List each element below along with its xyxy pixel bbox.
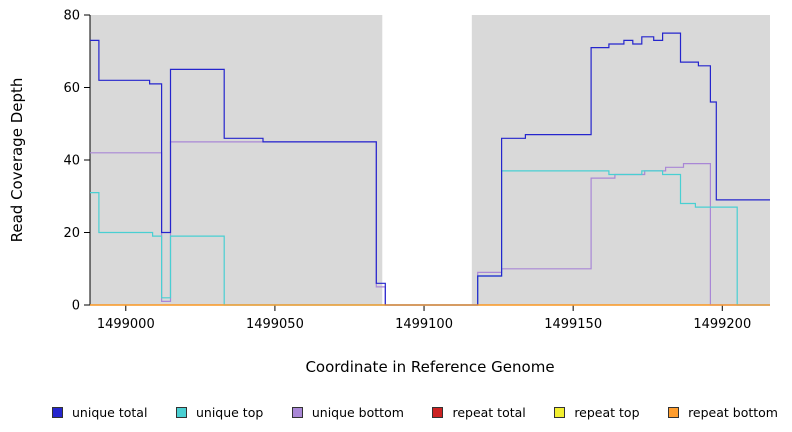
y-tick-label: 80 [63, 9, 80, 24]
legend-swatch-icon [668, 406, 680, 418]
series-unique-bottom [90, 141, 770, 306]
legend-item-unique-bottom: unique bottom [291, 404, 404, 420]
legend-swatch-icon [175, 406, 187, 418]
legend-label: unique total [72, 404, 148, 420]
x-axis-title: Coordinate in Reference Genome [305, 358, 554, 376]
y-tick-label: 40 [63, 154, 80, 169]
x-tick-label: 1499000 [97, 317, 155, 332]
y-tick-label: 0 [72, 299, 80, 314]
y-tick-label: 20 [63, 226, 80, 241]
legend-label: repeat bottom [688, 404, 778, 420]
legend: unique total unique top unique bottom repea… [0, 399, 792, 425]
legend-label: repeat top [574, 404, 640, 420]
legend-item-unique-top: unique top [175, 404, 264, 420]
legend-label: unique bottom [311, 404, 404, 420]
x-tick-label: 1499150 [544, 317, 602, 332]
x-tick-label: 1499050 [246, 317, 304, 332]
legend-item-repeat-bottom: repeat bottom [668, 405, 778, 420]
legend-swatch-icon [554, 406, 566, 418]
legend-swatch-icon [291, 406, 303, 418]
legend-label: unique top [195, 404, 264, 420]
y-tick-label: 60 [63, 81, 80, 96]
y-axis-title: Read Coverage Depth [8, 78, 26, 243]
legend-item-repeat-top: repeat top [554, 404, 640, 420]
series-unique-total [90, 32, 770, 306]
legend-item-unique-total: unique total [52, 405, 147, 420]
legend-item-repeat-total: repeat total [432, 404, 526, 420]
legend-label: repeat total [452, 404, 526, 420]
x-tick-label: 1499100 [395, 317, 453, 332]
x-tick-label: 1499200 [693, 317, 751, 332]
legend-swatch-icon [52, 406, 63, 418]
coverage-gap-region [382, 15, 472, 305]
legend-swatch-icon [432, 406, 444, 418]
